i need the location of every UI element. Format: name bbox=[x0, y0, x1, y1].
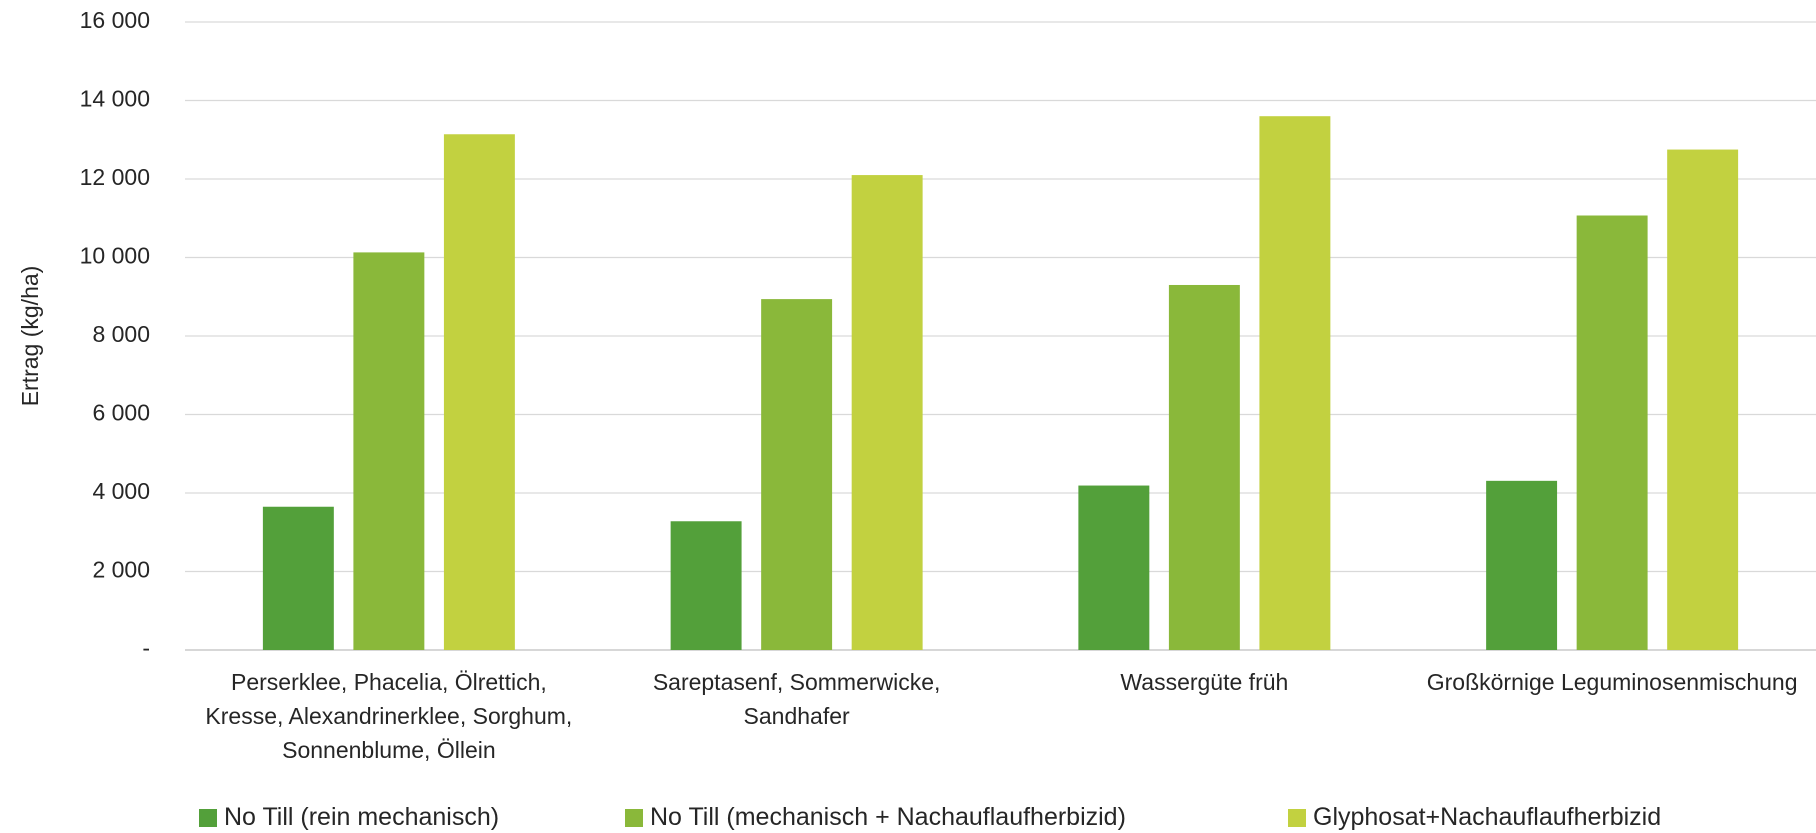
y-tick-label: 12 000 bbox=[80, 164, 150, 190]
bar bbox=[262, 506, 334, 650]
y-tick-label: - bbox=[142, 635, 150, 661]
bar bbox=[1667, 149, 1739, 650]
y-tick-label: 6 000 bbox=[92, 400, 150, 426]
bar bbox=[353, 252, 425, 650]
y-axis-label: Ertrag (kg/ha) bbox=[17, 266, 43, 407]
bar bbox=[1486, 480, 1558, 650]
bar bbox=[443, 134, 515, 650]
bar bbox=[1259, 116, 1331, 650]
legend-label: No Till (rein mechanisch) bbox=[224, 803, 500, 831]
bar bbox=[1576, 215, 1648, 650]
x-tick-label: Perserklee, Phacelia, Ölrettich, Kresse,… bbox=[205, 669, 573, 763]
y-tick-label: 2 000 bbox=[92, 557, 150, 583]
legend-swatch bbox=[199, 808, 217, 827]
legend-item: No Till (mechanisch + Nachauflaufherbizi… bbox=[625, 803, 1126, 832]
legend-swatch bbox=[625, 808, 643, 827]
bar bbox=[851, 175, 923, 650]
y-tick-label: 16 000 bbox=[80, 7, 150, 33]
bar bbox=[1078, 485, 1150, 650]
y-tick-label: 4 000 bbox=[92, 478, 150, 504]
x-tick-label: Wassergüte früh bbox=[1120, 669, 1289, 695]
y-tick-label: 14 000 bbox=[80, 86, 150, 112]
legend-item: Glyphosat+Nachauflaufherbizid bbox=[1288, 803, 1661, 832]
y-tick-label: 10 000 bbox=[80, 243, 150, 269]
bar bbox=[1168, 284, 1240, 650]
legend-item: No Till (rein mechanisch) bbox=[199, 803, 499, 832]
y-tick-label: 8 000 bbox=[92, 321, 150, 347]
x-tick-label: Großkörnige Leguminosenmischung bbox=[1426, 669, 1798, 695]
bar bbox=[670, 521, 742, 650]
x-tick-label: Sareptasenf, Sommerwicke, Sandhafer bbox=[652, 669, 941, 729]
legend-label: Glyphosat+Nachauflaufherbizid bbox=[1313, 803, 1662, 831]
legend-label: No Till (mechanisch + Nachauflaufherbizi… bbox=[650, 803, 1126, 831]
bar bbox=[761, 299, 833, 650]
legend-swatch bbox=[1288, 808, 1306, 827]
